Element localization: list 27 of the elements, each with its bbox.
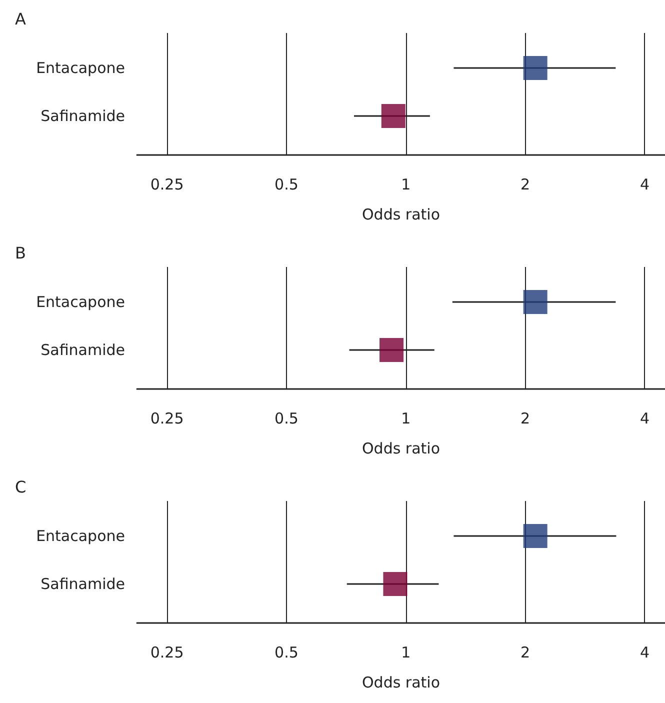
- y-tick-label: Entacapone: [36, 527, 125, 545]
- x-tick-label: 1: [401, 644, 411, 662]
- x-tick-label: 0.25: [150, 176, 184, 194]
- x-tick-label: 2: [520, 176, 530, 194]
- x-tick-label: 4: [640, 176, 650, 194]
- y-tick-label: Safinamide: [40, 107, 125, 125]
- x-tick-label: 4: [640, 644, 650, 662]
- chart-title: A: [15, 10, 26, 28]
- chart-title: C: [15, 478, 26, 496]
- x-tick-label: 0.5: [274, 410, 298, 428]
- chart-title: B: [15, 244, 26, 262]
- y-tick-label: Safinamide: [40, 341, 125, 359]
- x-tick-label: 1: [401, 410, 411, 428]
- y-tick-label: Entacapone: [36, 59, 125, 77]
- x-axis-title: Odds ratio: [362, 440, 440, 458]
- x-tick-label: 2: [520, 410, 530, 428]
- y-tick-label: Entacapone: [36, 293, 125, 311]
- x-tick-label: 4: [640, 410, 650, 428]
- x-axis-title: Odds ratio: [362, 674, 440, 692]
- x-tick-label: 0.25: [150, 644, 184, 662]
- x-tick-label: 1: [401, 176, 411, 194]
- y-tick-label: Safinamide: [40, 575, 125, 593]
- x-tick-label: 0.5: [274, 176, 298, 194]
- x-tick-label: 2: [520, 644, 530, 662]
- x-axis-title: Odds ratio: [362, 206, 440, 224]
- x-tick-label: 0.5: [274, 644, 298, 662]
- x-tick-label: 0.25: [150, 410, 184, 428]
